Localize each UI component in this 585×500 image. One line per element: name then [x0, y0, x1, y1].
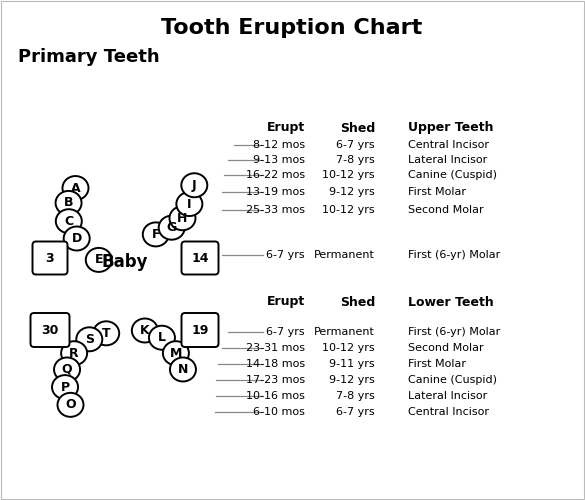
- Text: T: T: [102, 327, 111, 340]
- Text: C: C: [64, 214, 73, 228]
- Text: 25-33 mos: 25-33 mos: [246, 205, 305, 215]
- Ellipse shape: [52, 375, 78, 399]
- Text: Upper Teeth: Upper Teeth: [408, 122, 494, 134]
- Ellipse shape: [86, 248, 112, 272]
- FancyBboxPatch shape: [181, 313, 219, 347]
- Text: 13-19 mos: 13-19 mos: [246, 187, 305, 197]
- Text: 7-8 yrs: 7-8 yrs: [336, 391, 375, 401]
- Ellipse shape: [132, 318, 158, 342]
- Text: Permanent: Permanent: [314, 327, 375, 337]
- Ellipse shape: [93, 322, 119, 345]
- Text: 23-31 mos: 23-31 mos: [246, 343, 305, 353]
- Text: Erupt: Erupt: [267, 122, 305, 134]
- Text: 16-22 mos: 16-22 mos: [246, 170, 305, 180]
- Text: First Molar: First Molar: [408, 187, 466, 197]
- Text: Tooth Eruption Chart: Tooth Eruption Chart: [161, 18, 422, 38]
- Ellipse shape: [159, 216, 185, 240]
- Text: M: M: [170, 346, 182, 360]
- Ellipse shape: [64, 226, 90, 250]
- Text: Canine (Cuspid): Canine (Cuspid): [408, 170, 497, 180]
- Text: First (6-yr) Molar: First (6-yr) Molar: [408, 327, 500, 337]
- Ellipse shape: [56, 191, 81, 215]
- Text: Second Molar: Second Molar: [408, 205, 484, 215]
- FancyBboxPatch shape: [181, 242, 219, 274]
- Ellipse shape: [54, 358, 80, 382]
- Ellipse shape: [57, 393, 84, 417]
- Ellipse shape: [61, 341, 87, 365]
- Text: 10-12 yrs: 10-12 yrs: [322, 343, 375, 353]
- Text: 14-18 mos: 14-18 mos: [246, 359, 305, 369]
- Text: 9-11 yrs: 9-11 yrs: [329, 359, 375, 369]
- Text: H: H: [177, 212, 188, 224]
- Text: Central Incisor: Central Incisor: [408, 140, 489, 150]
- Text: K: K: [140, 324, 150, 337]
- FancyBboxPatch shape: [33, 242, 67, 274]
- Ellipse shape: [56, 209, 82, 233]
- Text: Erupt: Erupt: [267, 296, 305, 308]
- Text: 10-12 yrs: 10-12 yrs: [322, 170, 375, 180]
- Ellipse shape: [163, 341, 189, 365]
- Text: 17-23 mos: 17-23 mos: [246, 375, 305, 385]
- Text: Shed: Shed: [340, 296, 375, 308]
- Ellipse shape: [170, 206, 195, 230]
- Text: 10-16 mos: 10-16 mos: [246, 391, 305, 401]
- Text: 3: 3: [46, 252, 54, 264]
- Text: Shed: Shed: [340, 122, 375, 134]
- Text: P: P: [60, 380, 70, 394]
- Ellipse shape: [149, 326, 175, 349]
- Text: B: B: [64, 196, 73, 209]
- Text: Lower Teeth: Lower Teeth: [408, 296, 494, 308]
- Text: D: D: [71, 232, 82, 245]
- Text: 6-10 mos: 6-10 mos: [253, 407, 305, 417]
- Text: 7-8 yrs: 7-8 yrs: [336, 155, 375, 165]
- Text: A: A: [71, 182, 80, 194]
- Text: Baby: Baby: [102, 253, 148, 271]
- Text: Q: Q: [62, 363, 73, 376]
- Ellipse shape: [170, 358, 196, 382]
- Text: 9-13 mos: 9-13 mos: [253, 155, 305, 165]
- Text: First Molar: First Molar: [408, 359, 466, 369]
- Text: 8-12 mos: 8-12 mos: [253, 140, 305, 150]
- Text: 9-12 yrs: 9-12 yrs: [329, 375, 375, 385]
- Text: O: O: [65, 398, 76, 411]
- Text: S: S: [85, 333, 94, 346]
- Text: R: R: [69, 346, 79, 360]
- Text: 6-7 yrs: 6-7 yrs: [266, 327, 305, 337]
- Text: 9-12 yrs: 9-12 yrs: [329, 187, 375, 197]
- Text: 6-7 yrs: 6-7 yrs: [336, 407, 375, 417]
- Ellipse shape: [76, 328, 102, 351]
- Text: E: E: [95, 254, 103, 266]
- Text: 6-7 yrs: 6-7 yrs: [266, 250, 305, 260]
- Ellipse shape: [181, 174, 207, 198]
- Text: Permanent: Permanent: [314, 250, 375, 260]
- FancyBboxPatch shape: [30, 313, 70, 347]
- Text: First (6-yr) Molar: First (6-yr) Molar: [408, 250, 500, 260]
- Text: 10-12 yrs: 10-12 yrs: [322, 205, 375, 215]
- Ellipse shape: [176, 192, 202, 216]
- Text: Canine (Cuspid): Canine (Cuspid): [408, 375, 497, 385]
- Text: 6-7 yrs: 6-7 yrs: [336, 140, 375, 150]
- Text: Lateral Incisor: Lateral Incisor: [408, 155, 487, 165]
- Text: G: G: [167, 221, 177, 234]
- Ellipse shape: [143, 222, 169, 246]
- Text: J: J: [192, 179, 197, 192]
- Text: N: N: [178, 363, 188, 376]
- Text: Second Molar: Second Molar: [408, 343, 484, 353]
- Text: Primary Teeth: Primary Teeth: [18, 48, 160, 66]
- Text: Central Incisor: Central Incisor: [408, 407, 489, 417]
- Ellipse shape: [63, 176, 88, 200]
- Text: I: I: [187, 198, 192, 210]
- Text: 30: 30: [42, 324, 58, 336]
- Text: F: F: [152, 228, 160, 241]
- Text: L: L: [158, 331, 166, 344]
- Text: Lateral Incisor: Lateral Incisor: [408, 391, 487, 401]
- Text: 14: 14: [191, 252, 209, 264]
- Text: 19: 19: [191, 324, 209, 336]
